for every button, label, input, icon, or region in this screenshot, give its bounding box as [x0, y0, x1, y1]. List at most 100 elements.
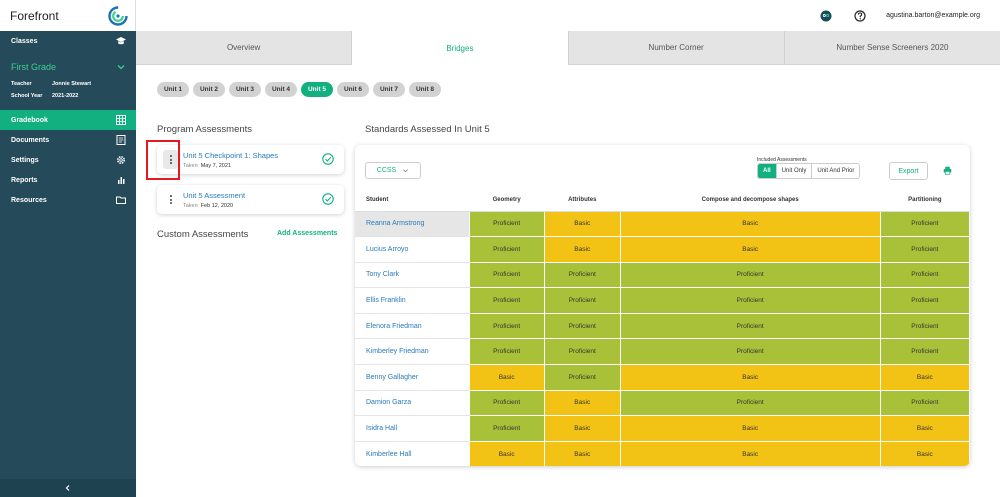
- unit-pill-8[interactable]: Unit 8: [409, 82, 441, 97]
- filter-unit-and-prior[interactable]: Unit And Prior: [811, 164, 859, 178]
- unit-pill-4[interactable]: Unit 4: [265, 82, 297, 97]
- avatar-icon[interactable]: [820, 10, 832, 22]
- grade-label: First Grade: [11, 62, 57, 72]
- table-row: Ellis Franklin Proficient Proficient Profic…: [355, 287, 970, 314]
- score-cell: Proficient: [879, 312, 970, 340]
- grade-selector[interactable]: First Grade: [0, 56, 136, 78]
- logo-bar: Forefront: [0, 0, 136, 31]
- top-bar: agustina.barton@example.org: [136, 0, 1000, 31]
- score-cell: Proficient: [619, 261, 881, 289]
- unit-pill-2[interactable]: Unit 2: [193, 82, 225, 97]
- sidebar-item-label: Documents: [11, 136, 50, 144]
- taken-date: May 7, 2021: [200, 163, 231, 169]
- student-name-link[interactable]: Isidra Hall: [355, 415, 469, 442]
- score-cell: Proficient: [879, 261, 970, 289]
- score-cell: Proficient: [879, 210, 970, 238]
- assessment-title[interactable]: Unit 5 Checkpoint 1: Shapes: [183, 151, 279, 160]
- filter-all[interactable]: All: [758, 164, 776, 178]
- score-cell: Proficient: [879, 287, 970, 314]
- sidebar-item-label: Classes: [11, 37, 38, 45]
- chevron-down-icon: [403, 169, 409, 173]
- sidebar-item-gradebook[interactable]: Gradebook: [0, 110, 136, 130]
- unit-pill-5[interactable]: Unit 5: [301, 82, 333, 97]
- student-name-link[interactable]: Kimberlee Hall: [355, 441, 469, 466]
- add-assessments-link[interactable]: Add Assessments: [277, 230, 338, 237]
- taken-label: Taken: [183, 163, 198, 169]
- sidebar-item-settings[interactable]: Settings: [0, 150, 136, 170]
- score-cell: Proficient: [468, 312, 545, 340]
- score-cell: Basic: [879, 364, 970, 391]
- table-row: Reanna Armstrong Proficient Basic Basic Prof…: [355, 210, 970, 238]
- table-header-row: Student Geometry Attributes Compose and …: [355, 189, 970, 212]
- student-name-link[interactable]: Reanna Armstrong: [355, 211, 469, 238]
- student-name-link[interactable]: Benny Gallagher: [355, 364, 469, 391]
- collapse-sidebar-button[interactable]: [0, 479, 136, 497]
- score-cell: Basic: [879, 440, 970, 466]
- export-button[interactable]: Export: [889, 162, 928, 180]
- print-icon[interactable]: [943, 166, 952, 175]
- sidebar: Forefront Classes First Grade Teacher Jo…: [0, 0, 136, 497]
- unit-pill-1[interactable]: Unit 1: [157, 82, 189, 97]
- student-name-link[interactable]: Damion Garza: [355, 390, 469, 417]
- column-header-compose-decompose: Compose and decompose shapes: [620, 189, 881, 212]
- tab-number-corner[interactable]: Number Corner: [568, 31, 785, 65]
- score-cell: Basic: [619, 364, 881, 391]
- logo-icon: [108, 5, 128, 26]
- student-name-link[interactable]: Lucius Arroyo: [355, 236, 469, 263]
- unit-pill-3[interactable]: Unit 3: [229, 82, 261, 97]
- standards-dropdown[interactable]: CCSS: [365, 162, 421, 179]
- score-cell: Basic: [543, 389, 621, 417]
- program-assessments-title: Program Assessments: [157, 124, 253, 135]
- student-name-link[interactable]: Elenora Friedman: [355, 313, 469, 340]
- student-name-link[interactable]: Ellis Franklin: [355, 287, 469, 314]
- assessment-meta: Taken May 7, 2021: [183, 163, 231, 169]
- assessment-card[interactable]: Unit 5 Assessment Taken Feb 12, 2020: [157, 185, 344, 214]
- score-cell: Proficient: [468, 389, 545, 417]
- school-year-value: 2021-2022: [52, 93, 79, 99]
- more-options-icon[interactable]: [166, 193, 175, 206]
- table-row: Damion Garza Proficient Basic Proficient Pro…: [355, 389, 970, 417]
- score-cell: Basic: [543, 440, 621, 466]
- tab-bridges[interactable]: Bridges: [352, 31, 569, 65]
- sidebar-item-resources[interactable]: Resources: [0, 190, 136, 210]
- score-cell: Basic: [619, 210, 881, 238]
- sidebar-item-classes[interactable]: Classes: [0, 31, 136, 51]
- standards-dropdown-value: CCSS: [376, 167, 397, 174]
- sidebar-item-reports[interactable]: Reports: [0, 170, 136, 190]
- user-email[interactable]: agustina.barton@example.org: [886, 12, 980, 19]
- column-header-partitioning: Partitioning: [880, 189, 970, 212]
- score-cell: Proficient: [468, 287, 545, 314]
- tab-number-sense-screeners[interactable]: Number Sense Screeners 2020: [784, 31, 1000, 65]
- student-name-link[interactable]: Kimberley Friedman: [355, 338, 469, 366]
- teacher-label: Teacher: [11, 81, 32, 87]
- column-header-geometry: Geometry: [469, 189, 545, 212]
- sidebar-item-documents[interactable]: Documents: [0, 130, 136, 150]
- column-header-attributes: Attributes: [544, 189, 621, 212]
- sidebar-item-label: Settings: [11, 156, 39, 164]
- score-cell: Proficient: [468, 210, 545, 238]
- score-cell: Proficient: [543, 312, 621, 340]
- score-cell: Basic: [879, 415, 970, 442]
- student-name-link[interactable]: Tony Clark: [355, 262, 469, 289]
- tab-overview[interactable]: Overview: [136, 31, 353, 65]
- included-assessments-toggle: All Unit Only Unit And Prior: [757, 163, 861, 179]
- table-row: Benny Gallagher Basic Proficient Basic Basic: [355, 364, 970, 391]
- bar-chart-icon: [116, 175, 126, 185]
- included-assessments-label: Included Assessments: [757, 157, 807, 163]
- column-header-student[interactable]: Student: [355, 189, 469, 212]
- score-cell: Proficient: [468, 261, 545, 289]
- score-cell: Proficient: [468, 236, 545, 263]
- more-options-icon[interactable]: [163, 150, 178, 169]
- table-row: Elenora Friedman Proficient Proficient Prof…: [355, 312, 970, 340]
- score-cell: Proficient: [468, 338, 545, 366]
- unit-pill-7[interactable]: Unit 7: [373, 82, 405, 97]
- table-row: Isidra Hall Proficient Basic Basic Basic: [355, 415, 970, 442]
- unit-pill-6[interactable]: Unit 6: [337, 82, 369, 97]
- help-icon[interactable]: [854, 9, 866, 22]
- filter-unit-only[interactable]: Unit Only: [775, 164, 812, 178]
- app-name: Forefront: [10, 8, 59, 23]
- graduation-cap-icon: [116, 36, 126, 46]
- assessment-title[interactable]: Unit 5 Assessment: [183, 191, 246, 200]
- assessment-card[interactable]: Unit 5 Checkpoint 1: Shapes Taken May 7, …: [157, 145, 344, 174]
- table-row: Kimberley Friedman Proficient Proficient Pr…: [355, 338, 970, 366]
